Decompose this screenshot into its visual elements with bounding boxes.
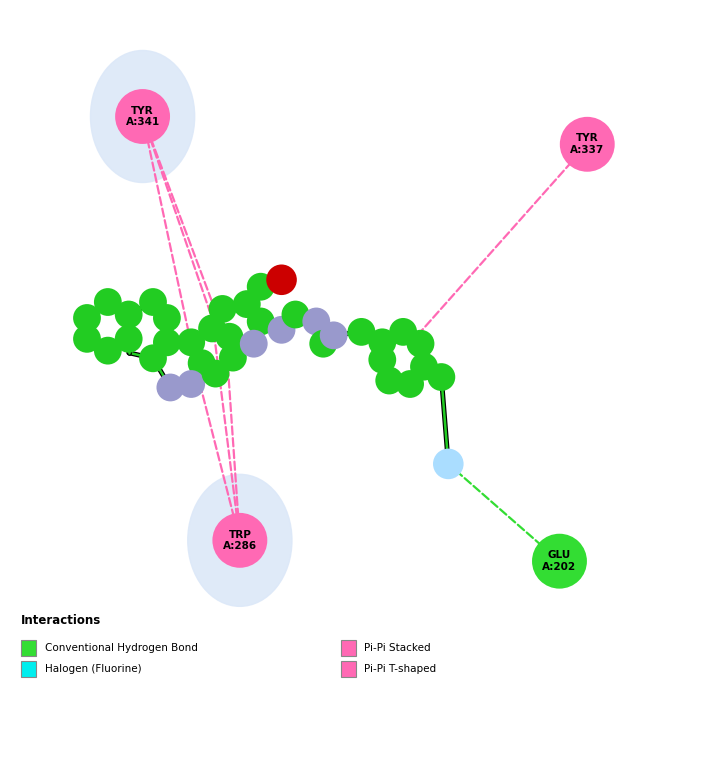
Circle shape: [376, 368, 402, 393]
Circle shape: [349, 319, 374, 344]
Circle shape: [533, 535, 586, 588]
Circle shape: [116, 90, 169, 143]
Circle shape: [95, 338, 121, 363]
Circle shape: [321, 323, 346, 348]
Text: Conventional Hydrogen Bond: Conventional Hydrogen Bond: [45, 643, 198, 653]
Bar: [340, 641, 356, 656]
Circle shape: [398, 372, 423, 396]
Circle shape: [155, 329, 179, 355]
Circle shape: [408, 331, 433, 356]
Ellipse shape: [188, 475, 292, 607]
Circle shape: [140, 290, 165, 315]
Circle shape: [210, 296, 235, 322]
Text: TRP
A:286: TRP A:286: [223, 529, 257, 551]
Circle shape: [158, 375, 183, 400]
Circle shape: [95, 290, 121, 315]
Circle shape: [203, 361, 228, 386]
Circle shape: [220, 345, 245, 370]
Text: Interactions: Interactions: [21, 614, 101, 627]
Ellipse shape: [91, 51, 195, 183]
Circle shape: [217, 324, 242, 349]
Circle shape: [370, 347, 395, 372]
Text: Halogen (Fluorine): Halogen (Fluorine): [45, 664, 141, 674]
Text: TYR
A:341: TYR A:341: [125, 106, 160, 127]
Circle shape: [213, 514, 267, 567]
Text: GLU
A:202: GLU A:202: [542, 551, 576, 572]
Circle shape: [267, 266, 296, 293]
Circle shape: [248, 309, 273, 334]
Circle shape: [199, 316, 225, 341]
Circle shape: [234, 292, 259, 316]
Circle shape: [311, 331, 336, 356]
Circle shape: [370, 329, 395, 355]
Circle shape: [241, 331, 267, 356]
Circle shape: [435, 450, 462, 478]
Circle shape: [411, 354, 437, 379]
Circle shape: [116, 326, 141, 351]
Circle shape: [189, 351, 214, 376]
Circle shape: [140, 346, 165, 371]
Bar: [340, 661, 356, 677]
Circle shape: [269, 317, 294, 343]
Circle shape: [179, 329, 203, 355]
Text: TYR
A:337: TYR A:337: [570, 134, 604, 155]
Bar: [21, 641, 36, 656]
Circle shape: [283, 302, 308, 327]
Circle shape: [561, 118, 614, 170]
Circle shape: [248, 274, 273, 300]
Circle shape: [391, 319, 415, 344]
Circle shape: [179, 372, 203, 396]
Text: Pi-Pi T-shaped: Pi-Pi T-shaped: [364, 664, 436, 674]
Circle shape: [116, 302, 141, 327]
Circle shape: [74, 306, 99, 330]
Circle shape: [429, 365, 454, 389]
Bar: [21, 661, 36, 677]
Circle shape: [155, 306, 179, 330]
Circle shape: [74, 326, 99, 351]
Circle shape: [303, 309, 329, 334]
Text: Pi-Pi Stacked: Pi-Pi Stacked: [364, 643, 431, 653]
